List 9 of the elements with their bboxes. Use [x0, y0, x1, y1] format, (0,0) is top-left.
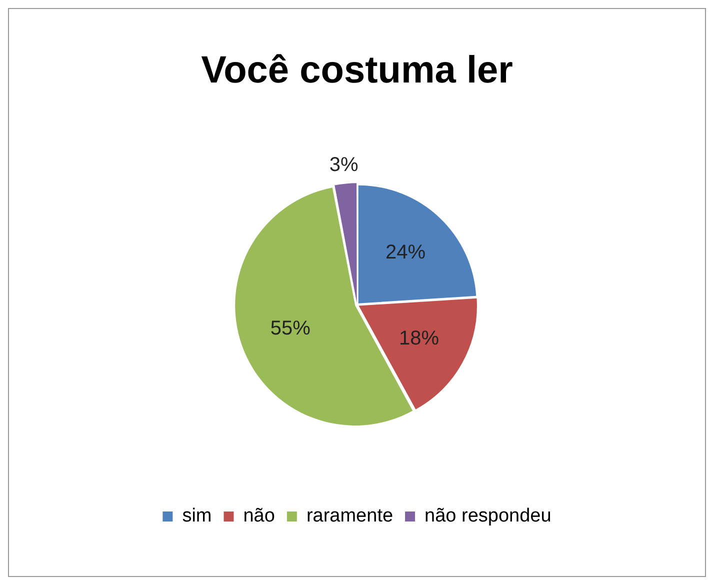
data-label: 55% — [270, 317, 311, 340]
legend-label: não respondeu — [424, 506, 552, 527]
data-label: 24% — [385, 242, 426, 264]
chart-title: Você costuma ler — [201, 49, 514, 92]
legend-label: não — [243, 506, 275, 527]
data-label: 3% — [329, 154, 358, 176]
legend-label: raramente — [306, 506, 394, 527]
data-label: 18% — [399, 327, 440, 350]
legend-label: sim — [182, 506, 212, 527]
